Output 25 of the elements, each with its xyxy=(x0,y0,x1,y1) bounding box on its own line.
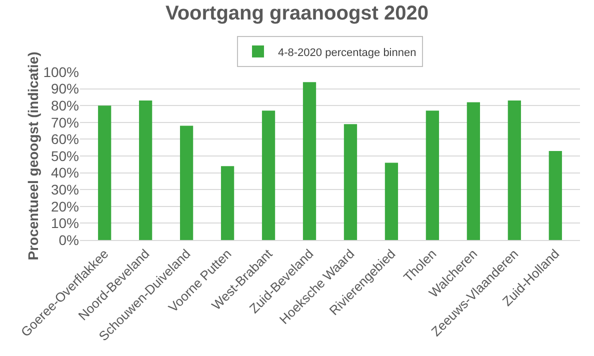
y-tick-label: 40% xyxy=(50,164,79,181)
y-tick-label: 10% xyxy=(50,215,79,232)
y-tick-label: 50% xyxy=(50,148,79,164)
bar xyxy=(466,102,480,240)
y-tick-label: 60% xyxy=(50,131,79,148)
bar xyxy=(344,124,358,240)
bar xyxy=(302,82,316,240)
y-tick-label: 70% xyxy=(50,114,79,130)
bar xyxy=(426,110,440,240)
bar xyxy=(220,166,234,240)
legend-label: 4-8-2020 percentage binnen xyxy=(278,46,416,59)
bar xyxy=(180,126,194,240)
chart-title: Voortgang graanoogst 2020 xyxy=(165,2,429,24)
y-tick-label: 80% xyxy=(50,98,79,114)
bar xyxy=(262,110,276,240)
y-tick-label: 30% xyxy=(50,182,79,198)
y-tick-label: 100% xyxy=(43,64,79,80)
bar xyxy=(548,150,562,240)
y-tick-label: 20% xyxy=(50,198,79,214)
bar xyxy=(139,100,152,240)
bar xyxy=(98,106,112,240)
bar xyxy=(384,162,398,240)
y-tick-label: 0% xyxy=(58,232,79,248)
y-tick-label: 90% xyxy=(50,80,79,97)
bar xyxy=(508,100,521,240)
